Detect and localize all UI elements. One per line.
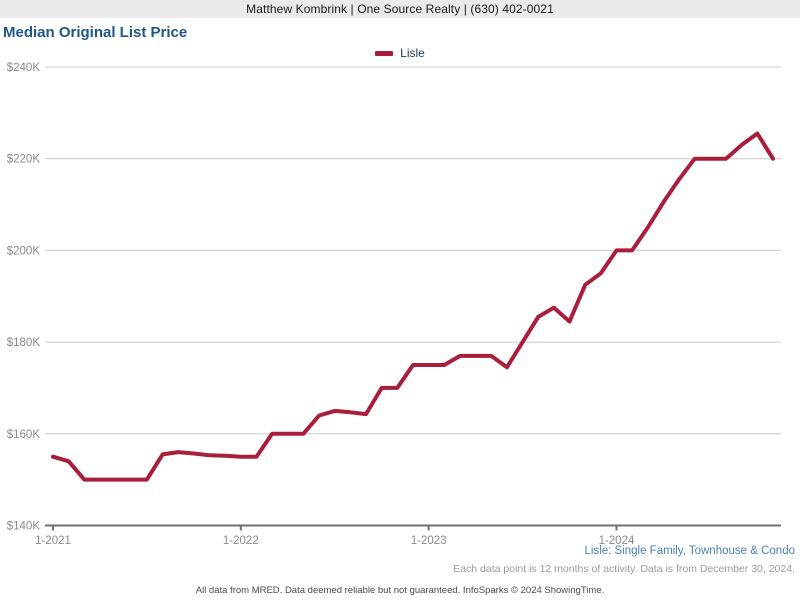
data-period-footnote: Each data point is 12 months of activity…: [453, 563, 795, 575]
y-axis-label: $140K: [7, 521, 41, 533]
x-axis-label: 1-2024: [599, 535, 635, 547]
y-axis-label: $220K: [7, 154, 41, 166]
y-axis-label: $200K: [7, 245, 41, 257]
y-axis-label: $180K: [7, 337, 41, 349]
series-scope-footnote: Lisle: Single Family, Townhouse & Condo: [584, 545, 795, 557]
y-axis-label: $160K: [7, 429, 41, 441]
x-axis-label: 1-2023: [411, 535, 447, 547]
disclaimer-footnote: All data from MRED. Data deemed reliable…: [195, 585, 605, 596]
legend-label-lisle: Lisle: [400, 46, 425, 60]
x-axis-label: 1-2022: [223, 535, 259, 547]
x-axis-label: 1-2021: [35, 535, 71, 547]
chart-legend: Lisle: [0, 46, 800, 60]
price-line-lisle: [51, 131, 775, 482]
legend-swatch-lisle: [375, 50, 394, 56]
chart-title: Median Original List Price: [3, 24, 188, 41]
agent-contact-text: Matthew Kombrink | One Source Realty | (…: [246, 2, 554, 16]
agent-header-bar: Matthew Kombrink | One Source Realty | (…: [0, 0, 800, 18]
y-axis-label: $240K: [7, 62, 41, 74]
